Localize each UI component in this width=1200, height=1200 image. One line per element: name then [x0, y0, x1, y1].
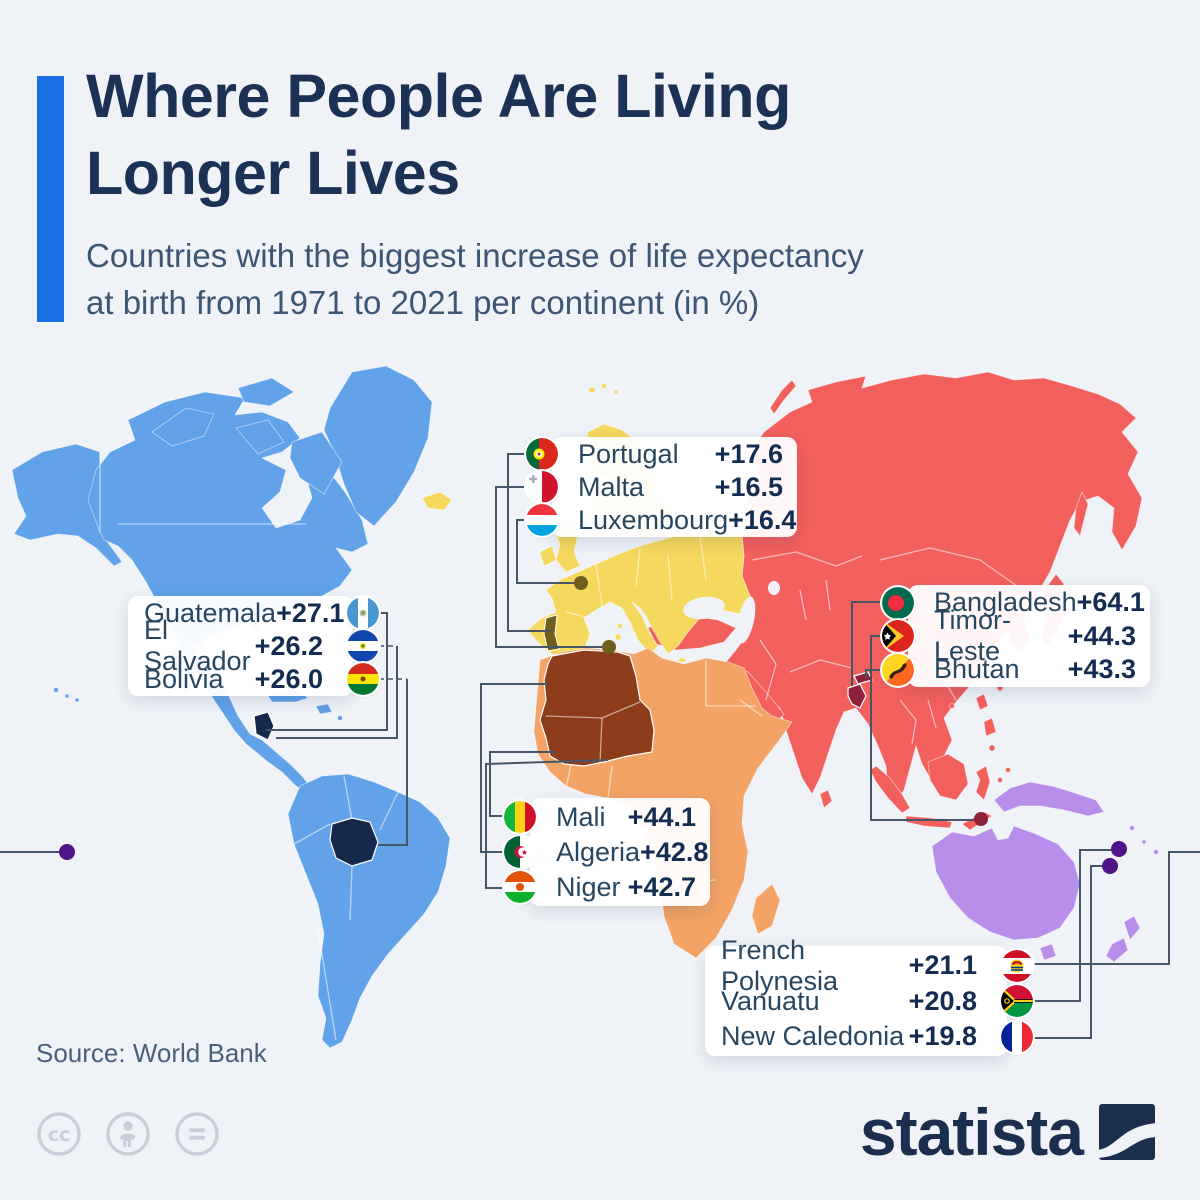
callout-country-value: +17.6 [714, 438, 783, 469]
person-icon [106, 1112, 150, 1156]
bolivia-flag-icon [347, 663, 379, 695]
callout-row-el-salvador: El Salvador +26.2 [128, 615, 379, 676]
guatemala-flag-icon [347, 597, 379, 629]
callout-box-europe: Portugal +17.6 Malta +16.5 Luxembourg +16.4 [526, 437, 797, 537]
french-polynesia-flag-icon [1001, 949, 1033, 982]
source-text: Source: World Bank [36, 1038, 267, 1068]
highlight-guatemala [253, 711, 275, 741]
callout-country-name: Portugal [578, 438, 679, 469]
callout-country-name: Guatemala [144, 597, 277, 628]
callout-country-value: +44.1 [627, 801, 696, 832]
mali-flag-icon [504, 801, 536, 833]
dot-french-polynesia [59, 844, 75, 860]
statista-brand: statista [860, 1099, 1155, 1165]
license-icons: cc [36, 1111, 220, 1157]
callout-row-luxembourg: Luxembourg +16.4 [526, 504, 797, 536]
callout-country-name: Algeria [556, 836, 641, 867]
callout-country-name: Bangladesh [934, 587, 1077, 617]
callout-country-value: +26.2 [254, 630, 323, 661]
callout-country-value: +19.8 [908, 1021, 977, 1051]
callout-country-value: +16.4 [728, 504, 797, 535]
callout-row-guatemala: Guatemala +27.1 [128, 597, 379, 629]
callout-country-value: +44.3 [1067, 620, 1136, 651]
callout-country-name: Malta [578, 471, 645, 502]
callout-country-value: +43.3 [1067, 654, 1136, 684]
callout-row-bangladesh: Bangladesh +64.1 [882, 586, 1150, 619]
statista-wordmark: statista [859, 1095, 1084, 1169]
accent-bar [37, 76, 64, 322]
callout-country-value: +27.1 [276, 597, 345, 628]
callout-country-name: French Polynesia [721, 934, 839, 996]
algeria-flag-icon [504, 836, 536, 868]
luxembourg-flag-icon [526, 504, 558, 536]
continent-americas [11, 365, 451, 1049]
callout-country-value: +21.1 [908, 950, 977, 980]
callout-country-name: El Salvador [144, 615, 251, 676]
timor-leste-flag-icon [882, 620, 914, 652]
callout-country-name: Bolivia [144, 663, 224, 694]
callout-country-value: +42.8 [640, 836, 709, 867]
callout-row-algeria: Algeria +42.8 [504, 836, 710, 868]
dot-luxembourg [574, 576, 588, 590]
callout-country-value: +20.8 [908, 985, 977, 1016]
callout-country-name: Niger [556, 871, 621, 902]
callout-row-vanuatu: Vanuatu +20.8 [705, 985, 1033, 1017]
callout-row-timor-leste: Timor-Leste +44.3 [882, 605, 1150, 666]
callout-row-bolivia: Bolivia +26.0 [128, 663, 379, 695]
callout-row-new-caledonia: New Caledonia +19.8 [705, 1020, 1033, 1053]
new-caledonia-flag-icon [1001, 1020, 1033, 1053]
page-title: Where People Are Living Longer Lives [86, 62, 791, 207]
callout-row-mali: Mali +44.1 [504, 801, 710, 833]
callout-country-name: Luxembourg [578, 504, 729, 535]
highlight-bolivia [329, 817, 379, 867]
niger-flag-icon [504, 871, 536, 903]
bangladesh-flag-icon [882, 586, 914, 619]
dot-vanuatu [1111, 841, 1127, 857]
highlighted-countries [59, 576, 1127, 874]
callout-row-bhutan: Bhutan +43.3 [882, 653, 1150, 686]
el-salvador-flag-icon [347, 630, 379, 662]
callout-box-africa: Mali +44.1 Algeria +42.8 Niger +42.7 [504, 798, 710, 906]
dot-new-caledonia [1102, 858, 1118, 874]
continent-oceania [931, 781, 1159, 963]
callout-box-oceania: French Polynesia +21.1 Vanuatu +20.8 New Cal… [705, 935, 1033, 1056]
callout-row-french-polynesia: French Polynesia +21.1 [705, 935, 1033, 996]
statista-logo-icon [1099, 1104, 1155, 1160]
callout-country-name: Bhutan [934, 654, 1020, 684]
malta-flag-icon [526, 471, 558, 503]
svg-text:cc: cc [48, 1124, 71, 1146]
cc-icon: cc [37, 1112, 81, 1156]
vanuatu-flag-icon [1001, 985, 1033, 1017]
callout-country-name: Timor-Leste [934, 605, 1011, 666]
callout-box-asia: Bangladesh +64.1 Timor-Leste +44.3 Bhutan +43… [882, 585, 1150, 687]
dot-timor-leste [974, 812, 988, 826]
callout-country-value: +26.0 [254, 663, 323, 694]
callout-country-name: New Caledonia [721, 1021, 905, 1051]
callout-country-name: Mali [556, 801, 606, 832]
dot-malta [602, 640, 616, 654]
callout-row-niger: Niger +42.7 [504, 871, 710, 903]
highlight-portugal [543, 614, 560, 652]
callout-country-name: Vanuatu [721, 985, 820, 1016]
callout-row-malta: Malta +16.5 [526, 471, 797, 503]
leader-lines [0, 453, 1200, 1039]
callout-country-value: +16.5 [714, 471, 783, 502]
highlight-algeria-mali-niger [539, 649, 655, 767]
equals-icon [175, 1112, 219, 1156]
callout-row-portugal: Portugal +17.6 [526, 438, 797, 470]
page-subtitle: Countries with the biggest increase of l… [86, 237, 864, 321]
bhutan-flag-icon [882, 653, 914, 686]
callout-country-value: +64.1 [1076, 587, 1145, 617]
callout-box-americas: Guatemala +27.1 El Salvador +26.2 Bolivia +26… [128, 596, 379, 696]
callout-country-value: +42.7 [627, 871, 696, 902]
portugal-flag-icon [526, 438, 558, 470]
